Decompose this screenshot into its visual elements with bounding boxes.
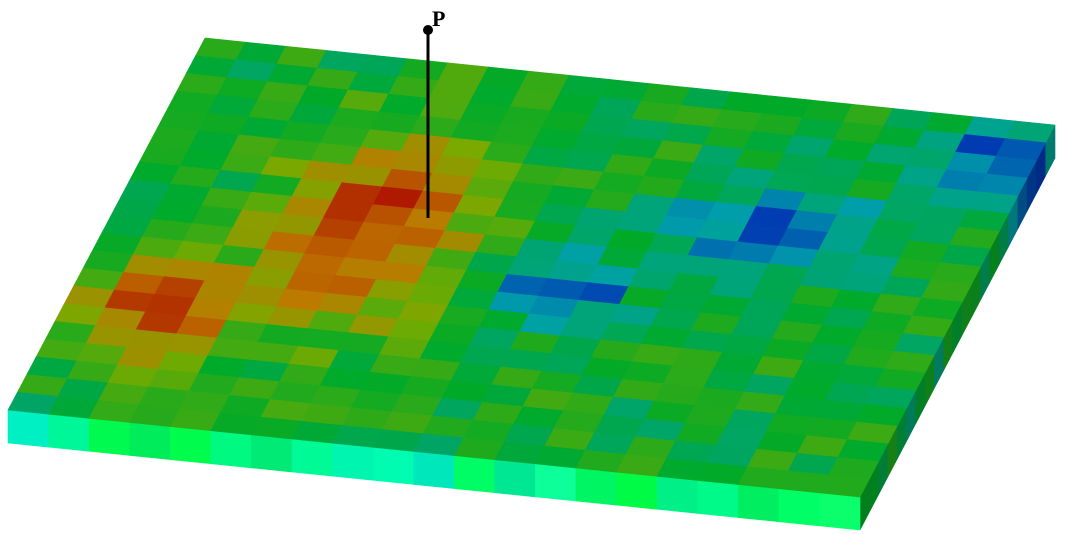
front-cell xyxy=(535,463,577,502)
probe-point xyxy=(423,25,433,35)
front-cell xyxy=(332,442,374,481)
front-cell xyxy=(575,467,617,506)
front-cell xyxy=(48,413,90,452)
front-cell xyxy=(494,459,536,498)
grid-slab xyxy=(7,37,1056,531)
front-cell xyxy=(697,480,739,518)
front-cell xyxy=(129,422,171,460)
front-cell xyxy=(291,438,333,477)
top-cell xyxy=(818,474,870,498)
front-cell xyxy=(656,475,699,514)
front-cell xyxy=(372,446,415,485)
front-cell xyxy=(210,430,252,469)
front-cell xyxy=(7,409,49,448)
front-cell xyxy=(819,492,861,531)
front-cell xyxy=(251,434,293,473)
probe-label: P xyxy=(432,6,445,31)
front-cell xyxy=(616,471,658,510)
front-cell xyxy=(778,488,820,527)
front-cell xyxy=(737,484,780,523)
front-cell xyxy=(413,451,455,489)
front-cell xyxy=(169,426,212,465)
front-cell xyxy=(453,455,496,494)
front-cell xyxy=(88,417,131,456)
